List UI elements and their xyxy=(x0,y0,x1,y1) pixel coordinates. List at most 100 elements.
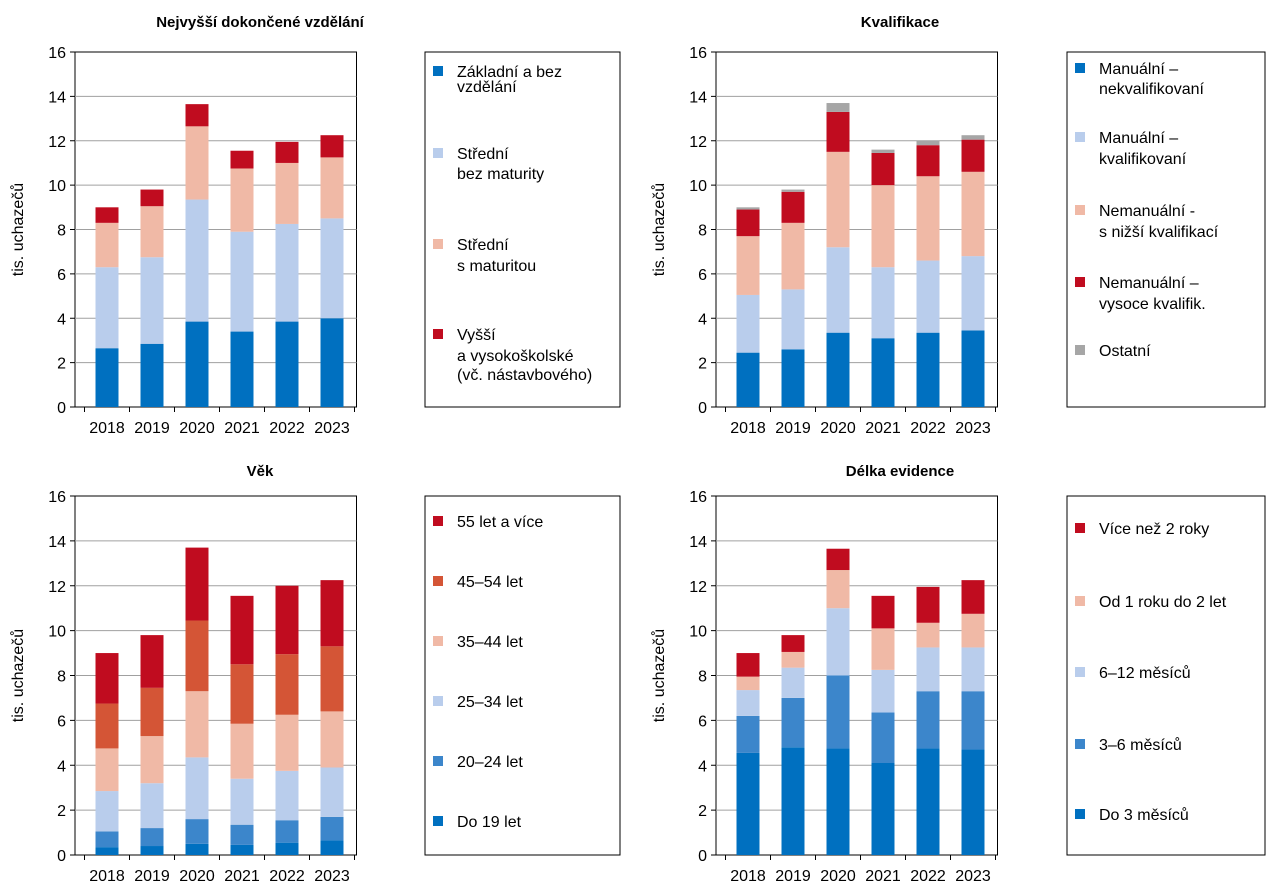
bar-segment xyxy=(321,711,344,767)
bar-segment xyxy=(962,330,985,407)
bar-segment xyxy=(827,247,850,332)
legend-swatch xyxy=(1075,132,1085,142)
legend-swatch xyxy=(1075,345,1085,355)
x-tick-label: 2022 xyxy=(269,420,305,437)
bar-segment xyxy=(737,236,760,295)
legend-label: a vysokoškolské xyxy=(457,348,574,365)
y-tick-label: 8 xyxy=(698,669,707,686)
bar-segment xyxy=(321,646,344,711)
bar-segment xyxy=(737,716,760,753)
legend-label: 3–6 měsíců xyxy=(1099,736,1182,754)
x-tick-label: 2020 xyxy=(820,420,856,437)
bar-segment xyxy=(737,210,760,237)
bar-segment xyxy=(737,353,760,407)
bar-segment xyxy=(231,232,254,332)
legend-swatch xyxy=(1075,205,1085,215)
bar-segment xyxy=(962,580,985,614)
x-tick-label: 2021 xyxy=(224,868,260,885)
bar-segment xyxy=(827,676,850,749)
y-tick-label: 14 xyxy=(689,534,707,551)
legend-swatch xyxy=(1075,277,1085,287)
bar-segment xyxy=(917,647,940,691)
legend-label: vysoce kvalifik. xyxy=(1099,296,1206,313)
bar-segment xyxy=(917,333,940,407)
bar-segment xyxy=(737,690,760,716)
chart-panel-2: Kvalifikace 0 2 4 6 8 10 12 14 16 tis. uchazečů 201… xyxy=(650,14,1265,437)
bar-segment xyxy=(276,224,299,322)
y-axis-label: tis. uchazečů xyxy=(9,629,27,722)
bar-segment xyxy=(782,668,805,698)
legend-swatch xyxy=(433,516,443,526)
y-tick-label: 16 xyxy=(689,45,707,62)
bar-segment xyxy=(141,688,164,736)
x-tick-label: 2018 xyxy=(730,868,766,885)
chart-title: Délka evidence xyxy=(846,463,954,480)
y-tick-label: 6 xyxy=(57,713,66,730)
x-tick-label: 2021 xyxy=(224,420,260,437)
bar-segment xyxy=(782,192,805,223)
y-tick-label: 6 xyxy=(698,267,707,284)
bar-segment xyxy=(96,704,119,749)
bar-segment xyxy=(782,698,805,747)
legend-label: 25–34 let xyxy=(457,694,523,711)
bar-segment xyxy=(962,691,985,749)
bar-segment xyxy=(141,736,164,783)
bar-segment xyxy=(321,767,344,816)
bar-segment xyxy=(321,218,344,318)
bar-segment xyxy=(96,223,119,267)
bar-segment xyxy=(96,847,119,855)
y-tick-label: 16 xyxy=(48,489,66,506)
legend-label: Manuální – xyxy=(1099,130,1178,147)
bar-segment xyxy=(962,140,985,172)
bar-segment xyxy=(872,596,895,629)
y-tick-label: 2 xyxy=(57,803,66,820)
bar-segment xyxy=(96,791,119,831)
legend-swatch xyxy=(433,816,443,826)
bar-segment xyxy=(186,322,209,407)
bar-segment xyxy=(962,750,985,855)
legend-label: Vyšší xyxy=(457,327,496,344)
y-tick-label: 10 xyxy=(689,624,707,641)
bar-segment xyxy=(737,753,760,855)
legend-label: Manuální – xyxy=(1099,61,1178,78)
bar-segment xyxy=(96,267,119,348)
y-tick-label: 10 xyxy=(48,624,66,641)
bar-segment xyxy=(276,843,299,855)
bar-segment xyxy=(321,318,344,407)
legend-swatch xyxy=(433,576,443,586)
x-tick-label: 2018 xyxy=(730,420,766,437)
y-tick-label: 4 xyxy=(57,758,66,775)
legend-label: bez maturity xyxy=(457,166,544,183)
y-tick-label: 14 xyxy=(48,89,66,106)
legend-label: (vč. nástavbového) xyxy=(457,367,592,384)
legend-box xyxy=(425,496,620,855)
legend-label: Do 19 let xyxy=(457,814,522,831)
bar-segment xyxy=(321,580,344,646)
bar-segment xyxy=(96,653,119,703)
legend-label: s maturitou xyxy=(457,258,536,275)
bar-segment xyxy=(917,587,940,623)
bar-segment xyxy=(827,152,850,247)
y-tick-label: 12 xyxy=(689,134,707,151)
bar-segment xyxy=(186,757,209,819)
bar-segment xyxy=(872,628,895,670)
x-tick-label: 2018 xyxy=(89,868,125,885)
bar-segment xyxy=(96,748,119,791)
legend-label: Střední xyxy=(457,237,509,254)
bar-segment xyxy=(872,185,895,267)
legend-label: nekvalifikovaní xyxy=(1099,81,1205,98)
bar-segment xyxy=(782,652,805,668)
y-tick-label: 0 xyxy=(698,400,707,417)
bar-segment xyxy=(186,126,209,199)
bar-segment xyxy=(827,549,850,570)
bar-segment xyxy=(782,747,805,855)
x-tick-label: 2023 xyxy=(314,868,350,885)
bar-segment xyxy=(276,586,299,654)
bar-segment xyxy=(917,141,940,145)
y-tick-label: 8 xyxy=(57,223,66,240)
bar-segment xyxy=(917,623,940,648)
legend-swatch xyxy=(433,148,443,158)
x-tick-label: 2020 xyxy=(820,868,856,885)
bar-segment xyxy=(962,135,985,139)
legend-label: 6–12 měsíců xyxy=(1099,664,1191,682)
